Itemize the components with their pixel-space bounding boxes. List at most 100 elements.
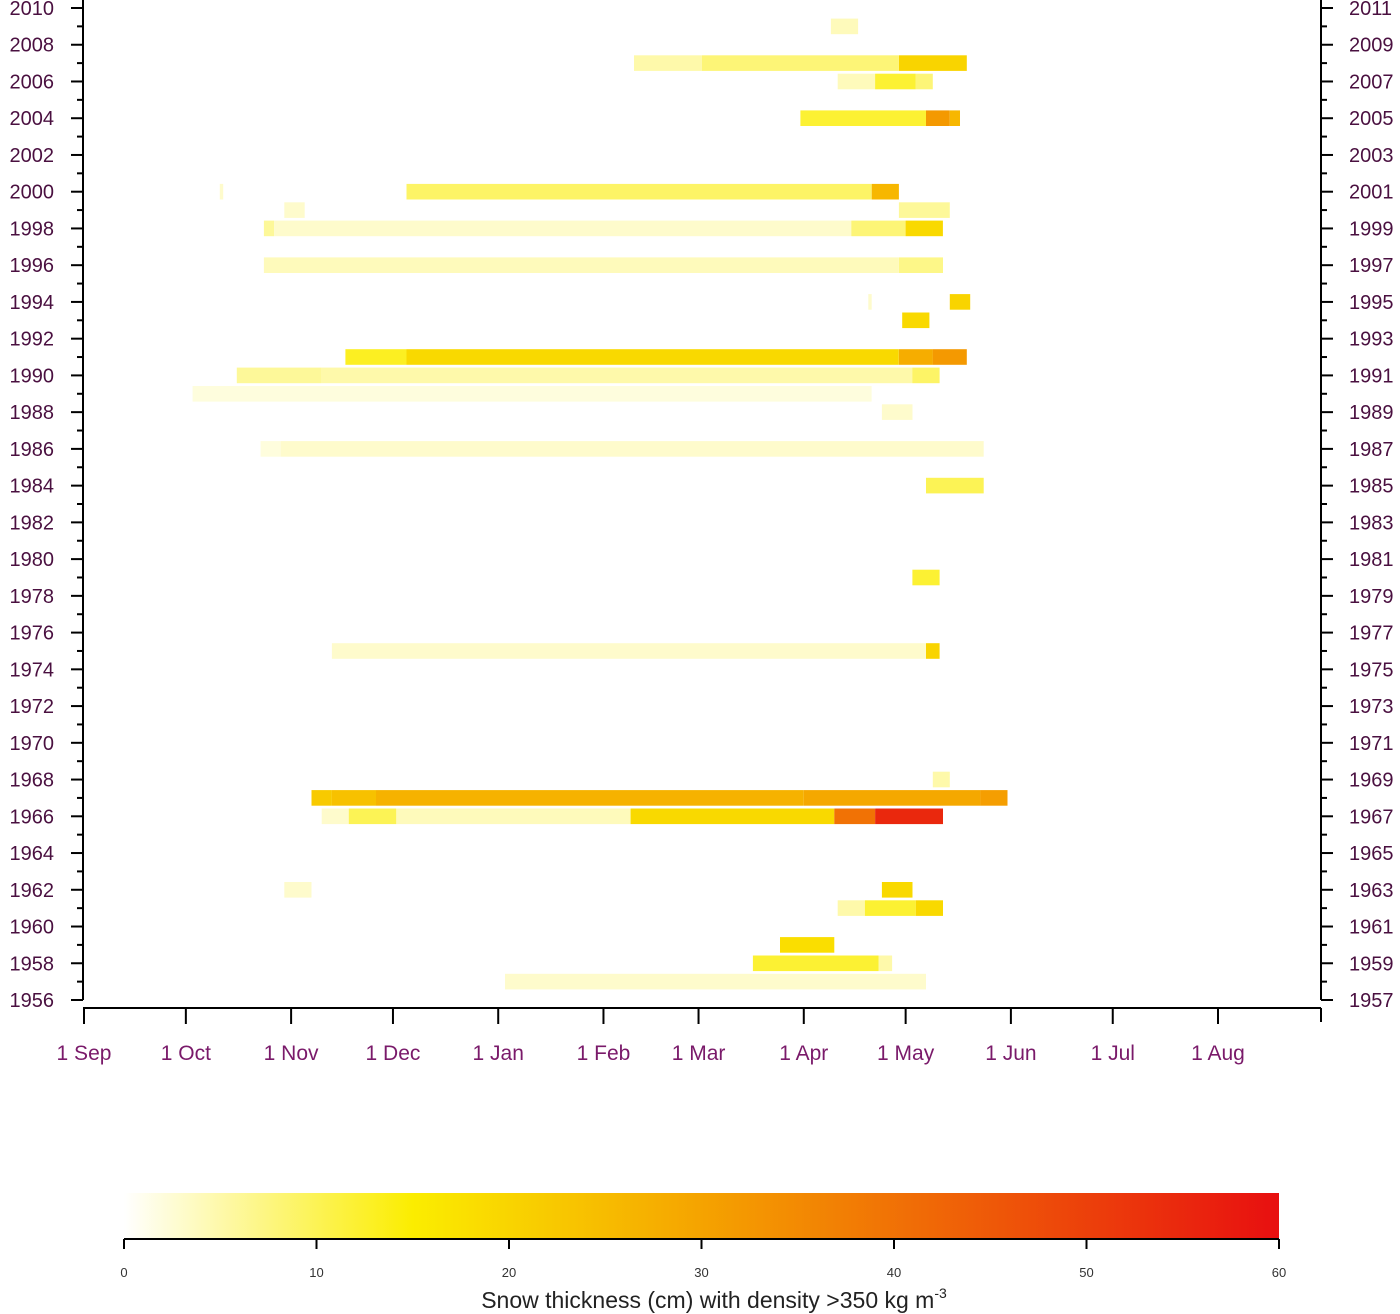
heatmap-cell — [926, 110, 950, 126]
colorbar-tick-label: 50 — [1079, 1265, 1093, 1280]
right-y-tick-label: 1961 — [1349, 917, 1394, 939]
heatmap-cell — [926, 643, 940, 659]
heatmap-cell — [406, 183, 872, 200]
right-y-tick-label: 1981 — [1349, 549, 1394, 571]
heatmap-cell — [871, 183, 899, 200]
heatmap-cell — [396, 808, 631, 825]
right-y-tick-label: 1989 — [1349, 402, 1394, 424]
heatmap-cell — [263, 220, 275, 237]
heatmap-cell — [219, 183, 224, 200]
right-y-tick-label: 1959 — [1349, 953, 1394, 975]
heatmap-cell — [851, 220, 906, 237]
heatmap-cell — [284, 882, 312, 898]
right-y-tick-label: 2009 — [1349, 35, 1394, 57]
heatmap-cell — [881, 882, 913, 898]
colorbar-tick-label: 30 — [694, 1265, 708, 1280]
heatmap-cell — [932, 349, 967, 365]
right-y-tick-label: 1971 — [1349, 733, 1394, 755]
heatmap-cell — [898, 349, 933, 365]
left-y-tick-label: 1956 — [10, 990, 55, 1012]
heatmap-cell — [905, 220, 943, 237]
right-y-tick-label: 1977 — [1349, 623, 1394, 645]
colorbar: Snow thickness (cm) with density >350 kg… — [120, 1193, 1286, 1313]
x-tick-label: 1 Apr — [779, 1042, 828, 1065]
left-y-tick-label: 2002 — [10, 145, 55, 167]
left-y-tick-label: 1960 — [10, 917, 55, 939]
heatmap-cell — [837, 900, 865, 916]
right-y-tick-label: 1975 — [1349, 659, 1394, 681]
heatmap-cell — [912, 569, 940, 586]
heatmap-cell — [915, 73, 933, 90]
right-y-tick-label: 1967 — [1349, 806, 1394, 828]
right-y-tick-label: 2001 — [1349, 182, 1394, 204]
heatmap-cell — [868, 294, 872, 310]
x-tick-label: 1 Nov — [264, 1042, 319, 1065]
right-y-tick-label: 1985 — [1349, 476, 1394, 498]
heatmap-cell — [331, 643, 927, 659]
right-y-tick-label: 1999 — [1349, 218, 1394, 240]
left-y-tick-label: 2006 — [10, 71, 55, 93]
left-y-tick-label: 1980 — [10, 549, 55, 571]
heatmap-cell — [902, 312, 930, 329]
left-y-tick-label: 1992 — [10, 329, 55, 351]
heatmap-cell — [834, 808, 875, 825]
x-tick-label: 1 Sep — [57, 1042, 112, 1065]
colorbar-tick-label: 20 — [502, 1265, 516, 1280]
right-y-tick-label: 2003 — [1349, 145, 1394, 167]
heatmap-cell — [800, 110, 926, 126]
left-y-tick-label: 1966 — [10, 806, 55, 828]
heatmap-cell — [505, 973, 926, 990]
heatmap-cell — [376, 790, 804, 806]
right-y-tick-label: 1965 — [1349, 843, 1394, 865]
left-y-tick-label: 1970 — [10, 733, 55, 755]
heatmap-cell — [875, 73, 916, 90]
heatmap-cell — [949, 110, 960, 126]
x-tick-label: 1 Oct — [161, 1042, 211, 1065]
right-y-tick-label: 1969 — [1349, 770, 1394, 792]
x-tick-label: 1 Dec — [366, 1042, 421, 1065]
x-tick-label: 1 Aug — [1191, 1042, 1245, 1065]
right-y-tick-label: 1973 — [1349, 696, 1394, 718]
colorbar-tick-label: 60 — [1272, 1265, 1286, 1280]
colorbar-tick-label: 10 — [309, 1265, 323, 1280]
right-y-tick-label: 1991 — [1349, 365, 1394, 387]
colorbar-tick-label: 0 — [120, 1265, 127, 1280]
left-y-tick-label: 2010 — [10, 0, 55, 20]
heatmap-cell — [348, 808, 397, 825]
heatmap-cell — [898, 55, 967, 71]
heatmap-cell — [898, 257, 943, 273]
heatmap-cell — [311, 790, 332, 806]
heatmap-cell — [752, 955, 879, 972]
heatmap-cell — [932, 771, 950, 788]
heatmap-cell — [875, 808, 943, 825]
heatmap-cell — [321, 808, 349, 825]
right-y-tick-label: 1997 — [1349, 255, 1394, 277]
right-y-tick-label: 1987 — [1349, 439, 1394, 461]
heatmap-cell — [260, 441, 281, 457]
heatmap-cell — [803, 790, 981, 806]
left-y-tick-label: 1962 — [10, 880, 55, 902]
axes: 1956 1957 1958 1959 1960 1961 1962 1963 1964 1965… — [10, 0, 1394, 1065]
heatmap-cell — [630, 808, 835, 825]
x-tick-label: 1 Jun — [985, 1042, 1036, 1065]
heatmap-cell — [263, 257, 899, 273]
heatmap-cell — [837, 73, 875, 90]
left-y-tick-label: 1988 — [10, 402, 55, 424]
heatmap-cell — [345, 349, 407, 365]
colorbar-tick-label: 40 — [887, 1265, 901, 1280]
heatmap-cell — [406, 349, 899, 365]
right-y-tick-label: 1993 — [1349, 329, 1394, 351]
x-tick-label: 1 May — [877, 1042, 935, 1065]
left-y-tick-label: 1968 — [10, 770, 55, 792]
heatmap-cell — [864, 900, 916, 916]
left-y-tick-label: 2008 — [10, 35, 55, 57]
left-y-tick-label: 1996 — [10, 255, 55, 277]
heatmap-cell — [898, 202, 950, 218]
left-y-tick-label: 2000 — [10, 182, 55, 204]
heatmap-cell — [881, 404, 913, 420]
x-tick-label: 1 Jul — [1091, 1042, 1135, 1065]
heatmap-cell — [780, 937, 835, 953]
x-tick-label: 1 Mar — [672, 1042, 726, 1065]
colorbar-rect — [124, 1193, 1279, 1239]
heatmap-cells — [192, 18, 1008, 990]
